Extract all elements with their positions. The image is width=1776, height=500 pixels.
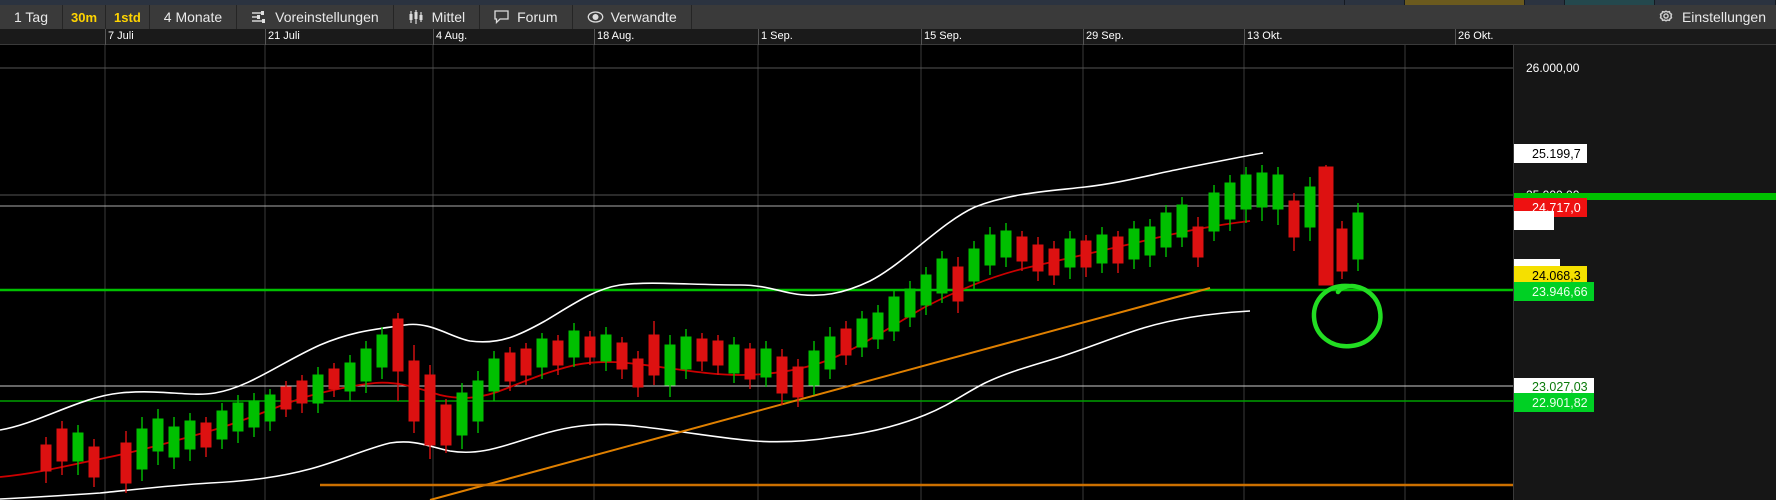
- timeframe-1std-label: 1std: [114, 9, 141, 25]
- date-tick: [1244, 29, 1245, 45]
- date-tick: [594, 29, 595, 45]
- presets-label: Voreinstellungen: [275, 9, 379, 25]
- gear-icon: [1658, 9, 1674, 25]
- forum-button[interactable]: Forum: [480, 5, 573, 29]
- date-label-1-sep: 1 Sep.: [761, 30, 793, 42]
- forum-label: Forum: [517, 9, 558, 25]
- bollinger-lower-band: [0, 310, 1251, 500]
- price-tick-26000: 26.000,00: [1526, 61, 1580, 75]
- date-label-26-okt: 26 Okt.: [1458, 30, 1494, 42]
- date-label-15-sep: 15 Sep.: [924, 30, 962, 42]
- timeframe-button-30m[interactable]: 30m: [63, 5, 107, 29]
- settings-button[interactable]: Einstellungen: [1644, 5, 1776, 29]
- lower-support-price-flag[interactable]: 22.901,82: [1514, 393, 1594, 412]
- date-label-21-juli: 21 Juli: [268, 30, 300, 42]
- presets-button[interactable]: Voreinstellungen: [237, 5, 394, 29]
- date-tick: [105, 29, 106, 45]
- bollinger-upper-band: [0, 152, 1264, 431]
- date-tick: [921, 29, 922, 45]
- timeframe-4monate-label: 4 Monate: [163, 9, 223, 25]
- chart-canvas: [0, 45, 1513, 500]
- date-label-7-juli: 7 Juli: [108, 30, 134, 42]
- last-price-green-bar: [1514, 193, 1776, 200]
- timeframe-button-1std[interactable]: 1std: [106, 5, 150, 29]
- upper-band-price-flag[interactable]: 25.199,7: [1514, 144, 1587, 163]
- last-price-white-tail: [1514, 211, 1554, 230]
- support-price-flag[interactable]: 23.946,66: [1514, 282, 1594, 301]
- toolbar-spacer: [692, 5, 1644, 29]
- timeframe-30m-label: 30m: [71, 9, 98, 25]
- sliver-seg-4: [1565, 0, 1655, 5]
- timeframe-button-1tag[interactable]: 1 Tag: [0, 5, 63, 29]
- date-label-29-sep: 29 Sep.: [1086, 30, 1124, 42]
- related-label: Verwandte: [610, 9, 677, 25]
- settings-label: Einstellungen: [1681, 9, 1766, 25]
- date-tick: [433, 29, 434, 45]
- vertical-gridlines: [104, 45, 1406, 500]
- candlestick-series: [40, 165, 1364, 493]
- candlestick-icon: [408, 10, 425, 24]
- trend-line-orange: [429, 287, 1211, 500]
- eye-icon: [587, 10, 604, 24]
- speech-bubble-icon: [494, 10, 510, 25]
- date-tick: [1455, 29, 1456, 45]
- date-axis[interactable]: 7 Juli 21 Juli 4 Aug. 18 Aug. 1 Sep. 15 …: [0, 29, 1776, 45]
- sliders-icon: [251, 10, 268, 24]
- price-axis[interactable]: 26.000,00 25.000,00 25.199,7 24.717,0 24…: [1513, 45, 1776, 500]
- timeframe-button-4monate[interactable]: 4 Monate: [150, 5, 238, 29]
- date-tick: [265, 29, 266, 45]
- date-tick: [1083, 29, 1084, 45]
- average-button[interactable]: Mittel: [394, 5, 481, 29]
- related-button[interactable]: Verwandte: [573, 5, 692, 29]
- average-label: Mittel: [431, 9, 466, 25]
- sliver-seg-1: [0, 0, 1345, 5]
- date-label-13-okt: 13 Okt.: [1247, 30, 1283, 42]
- horizontal-gridlines: [0, 67, 1513, 196]
- sliver-seg-3: [1525, 0, 1565, 5]
- hand-drawn-circle: [1311, 283, 1383, 349]
- sliver-seg-highlight: [1405, 0, 1525, 5]
- chart-toolbar: 1 Tag 30m 1std 4 Monate: [0, 5, 1776, 29]
- date-tick: [758, 29, 759, 45]
- date-label-4-aug: 4 Aug.: [436, 30, 468, 42]
- chart-plot-area[interactable]: [0, 45, 1513, 500]
- timeframe-1tag-label: 1 Tag: [14, 9, 48, 25]
- ma-price-flag[interactable]: 24.068,3: [1514, 266, 1587, 285]
- date-label-18-aug: 18 Aug.: [597, 30, 635, 42]
- sliver-seg-2: [1345, 0, 1405, 5]
